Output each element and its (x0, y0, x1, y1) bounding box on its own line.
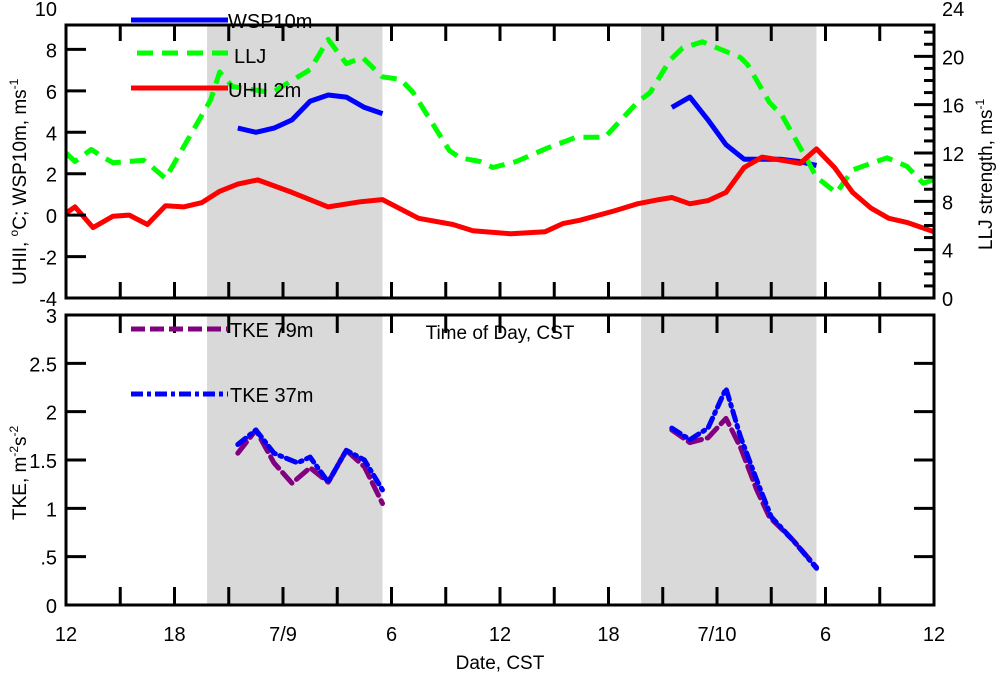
bottom-left-axis-title: TKE, m-2s-2 (7, 425, 31, 520)
axis-ticks (66, 25, 934, 605)
y-tick-label-bottom-left: 2.5 (29, 354, 57, 376)
y2-tick-label: 8 (942, 192, 953, 214)
y-tick-label-bottom-left: 2 (46, 403, 57, 425)
y-tick-label-top-left: -2 (39, 248, 57, 270)
x-tick-label: 12 (489, 624, 511, 646)
y-tick-label-top-left: -4 (39, 289, 57, 311)
y-tick-label-top-left: 8 (46, 40, 57, 62)
top-left-axis-title: UHII, oC; WSP10m, ms-1 (7, 78, 31, 285)
y2-tick-label: 0 (942, 289, 953, 311)
legend-label-uhii: UHII 2m (228, 80, 301, 102)
y2-tick-label: 24 (942, 0, 964, 21)
y-tick-label-top-left: 2 (46, 165, 57, 187)
series-llj-segment-0 (64, 36, 935, 196)
bottom-legend: TKE 79m TKE 37m (131, 320, 313, 407)
legend-label-tke37: TKE 37m (230, 385, 313, 407)
y2-tick-label: 12 (942, 144, 964, 166)
series-tke-79m-segment-1 (669, 415, 819, 570)
y2-tick-label: 16 (942, 96, 964, 118)
x-tick-label: 7/10 (698, 624, 737, 646)
night-shading-top (207, 25, 817, 298)
x-tick-label: 7/9 (269, 624, 297, 646)
night-shading-bottom (207, 315, 817, 605)
y-tick-label-bottom-left: 1 (46, 499, 57, 521)
y-tick-label-bottom-left: 0 (46, 596, 57, 618)
x-tick-label: 12 (923, 624, 945, 646)
x-tick-label: 18 (163, 624, 185, 646)
x-tick-label: 18 (597, 624, 619, 646)
y-tick-label-bottom-left: .5 (40, 548, 57, 570)
top-panel-series (64, 36, 935, 237)
series-wsp10m-segment-0 (237, 92, 384, 135)
y-tick-label-top-left: 0 (46, 206, 57, 228)
bottom-panel-series (235, 386, 819, 571)
x-tick-label: 6 (386, 624, 397, 646)
legend-label-llj: LLJ (234, 46, 266, 68)
time-of-day-title: Time of Day, CST (426, 323, 575, 344)
y2-tick-label: 20 (942, 47, 964, 69)
night-shade-top-0 (207, 25, 383, 298)
series-tke-37m-segment-0 (235, 427, 385, 493)
top-right-axis-title: LLJ strength, ms-1 (973, 99, 997, 250)
x-axis-title: Date, CST (456, 653, 545, 674)
y-tick-label-top-left: 4 (46, 123, 57, 145)
y-tick-label-top-left: 10 (35, 0, 57, 21)
x-tick-label: 6 (820, 624, 831, 646)
axis-tick-labels: 12 18 7/9 6 12 18 7/10 6 12-4-202468100481216202… (29, 0, 964, 646)
night-shade-bottom-1 (641, 315, 817, 605)
series-tke-37m-segment-1 (669, 386, 819, 571)
y-tick-label-bottom-left: 3 (46, 306, 57, 328)
legend-label-wsp10m: WSP10m (228, 11, 312, 33)
y-tick-label-bottom-left: 1.5 (29, 451, 57, 473)
legend-label-tke79: TKE 79m (230, 320, 313, 342)
y2-tick-label: 4 (942, 241, 953, 263)
y-tick-label-top-left: 6 (46, 82, 57, 104)
top-legend: WSP10m LLJ UHII 2m (131, 11, 312, 102)
x-tick-label: 12 (55, 624, 77, 646)
series-uhii-2m-segment-0 (64, 146, 935, 237)
